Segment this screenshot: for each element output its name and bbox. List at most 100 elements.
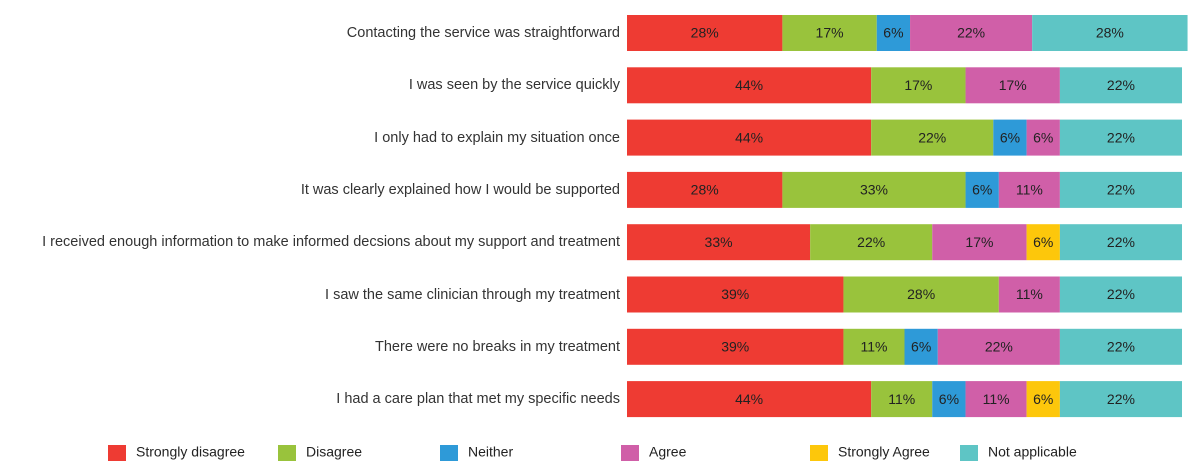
bar-segment (1059, 328, 1182, 365)
bar-segment (627, 15, 783, 51)
bar-segment (627, 224, 811, 261)
legend-swatch (278, 445, 296, 461)
bar-segment (871, 67, 966, 104)
category-label: I only had to explain my situation once (374, 129, 620, 146)
bar-segment (1059, 381, 1182, 418)
bar-segment (1026, 224, 1060, 261)
value-label: 6% (1033, 129, 1053, 145)
value-label: 22% (957, 25, 985, 41)
value-label: 22% (1107, 182, 1135, 198)
value-label: 11% (1016, 182, 1043, 198)
value-label: 28% (691, 182, 719, 198)
legend-label: Strongly Agree (838, 444, 930, 460)
value-label: 44% (735, 391, 763, 407)
value-label: 6% (911, 339, 931, 355)
bar-segment (627, 119, 872, 156)
category-label: I received enough information to make in… (42, 234, 620, 251)
value-label: 28% (907, 286, 935, 302)
value-label: 6% (972, 182, 992, 198)
value-label: 44% (735, 77, 763, 93)
value-label: 28% (691, 25, 719, 41)
legend-swatch (621, 445, 639, 461)
bar-segment (1026, 119, 1060, 156)
value-label: 6% (939, 391, 959, 407)
legend-swatch (108, 445, 126, 461)
bar-segment (1059, 67, 1182, 104)
bar-segment (993, 119, 1027, 156)
value-label: 6% (1000, 129, 1020, 145)
bar-segment (810, 224, 933, 261)
value-label: 6% (1033, 234, 1053, 250)
bar-segment (627, 328, 844, 365)
bar-segment (871, 119, 994, 156)
bar-segment (1059, 276, 1182, 313)
bar-segment (932, 381, 966, 418)
bar-segment (627, 276, 844, 313)
bar-segment (904, 328, 938, 365)
bar-segment (1026, 381, 1060, 418)
category-label: It was clearly explained how I would be … (300, 181, 620, 198)
value-label: 22% (918, 129, 946, 145)
bar-segment (627, 171, 783, 208)
bar-segment (965, 381, 1027, 418)
bar-segment (932, 224, 1027, 261)
legend-label: Not applicable (988, 444, 1077, 460)
value-label: 39% (721, 339, 749, 355)
bar-segment (965, 171, 999, 208)
value-label: 33% (860, 182, 888, 198)
bar-segment (998, 171, 1060, 208)
bar-segment (627, 381, 872, 418)
value-label: 17% (965, 234, 993, 250)
value-label: 28% (1096, 25, 1124, 41)
category-label: Contacting the service was straightforwa… (346, 25, 620, 41)
value-label: 39% (721, 286, 749, 302)
value-label: 22% (857, 234, 885, 250)
value-label: 33% (705, 234, 733, 250)
value-label: 17% (999, 77, 1027, 93)
value-label: 22% (1107, 77, 1135, 93)
value-label: 11% (860, 339, 887, 355)
bar-segment (1059, 224, 1182, 261)
value-label: 11% (983, 391, 1010, 407)
value-label: 17% (816, 25, 844, 41)
value-label: 11% (888, 391, 915, 407)
bar-segment (1059, 119, 1182, 156)
category-label: I saw the same clinician through my trea… (325, 286, 620, 303)
value-label: 22% (1107, 234, 1135, 250)
bar-segment (627, 67, 872, 104)
category-label: There were no breaks in my treatment (375, 338, 620, 355)
bar-segment (782, 15, 877, 51)
value-label: 22% (985, 339, 1013, 355)
bar-segment (998, 276, 1060, 313)
bar-segment (876, 15, 911, 51)
legend-label: Disagree (306, 444, 362, 460)
category-label: I had a care plan that met my specific n… (336, 391, 620, 408)
value-label: 22% (1107, 286, 1135, 302)
value-label: 11% (1016, 286, 1043, 302)
bar-segment (843, 276, 999, 313)
legend-label: Agree (649, 444, 687, 460)
legend-swatch (810, 445, 828, 461)
bar-segment (1032, 15, 1188, 51)
value-label: 6% (1033, 391, 1053, 407)
value-label: 22% (1107, 129, 1135, 145)
legend-swatch (960, 445, 978, 461)
bar-segment (843, 328, 905, 365)
value-label: 22% (1107, 391, 1135, 407)
legend-label: Strongly disagree (136, 444, 245, 460)
value-label: 17% (904, 77, 932, 93)
value-label: 44% (735, 129, 763, 145)
bar-segment (1059, 171, 1182, 208)
category-label: I was seen by the service quickly (408, 77, 620, 94)
value-label: 6% (883, 25, 903, 41)
legend-swatch (440, 445, 458, 461)
bar-segment (782, 171, 966, 208)
legend-label: Neither (468, 444, 513, 460)
value-label: 22% (1107, 339, 1135, 355)
bar-segment (871, 381, 933, 418)
bar-segment (965, 67, 1060, 104)
bar-segment (910, 15, 1033, 51)
bar-segment (937, 328, 1060, 365)
